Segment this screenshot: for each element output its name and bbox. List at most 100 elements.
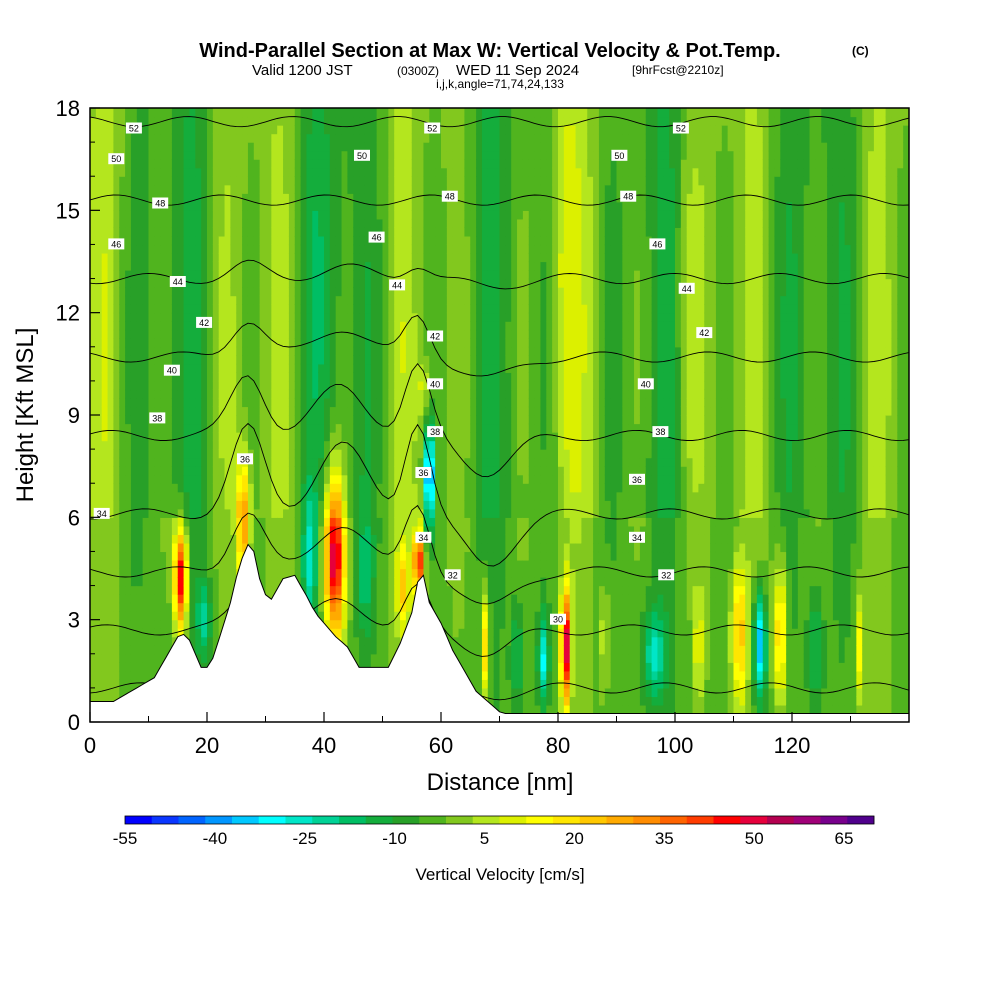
velocity-cell	[283, 483, 290, 493]
velocity-cell	[113, 585, 120, 595]
velocity-cell	[207, 287, 214, 297]
velocity-cell	[101, 312, 109, 322]
velocity-cell	[394, 619, 401, 629]
velocity-cell	[142, 483, 150, 493]
velocity-cell	[329, 287, 337, 297]
velocity-cell	[359, 440, 366, 450]
velocity-cell	[201, 397, 208, 408]
velocity-cell	[335, 304, 343, 314]
velocity-cell	[288, 397, 296, 408]
velocity-cell	[259, 355, 267, 365]
velocity-cell	[306, 329, 313, 339]
velocity-cell	[95, 372, 103, 382]
velocity-cell	[458, 355, 465, 365]
velocity-cell	[318, 270, 325, 280]
velocity-cell	[394, 210, 401, 220]
velocity-cell	[458, 525, 465, 535]
velocity-cell	[470, 355, 477, 365]
velocity-cell	[148, 372, 155, 382]
velocity-cell	[370, 159, 378, 169]
velocity-cell	[341, 483, 348, 493]
velocity-cell	[171, 108, 179, 118]
velocity-cell	[207, 525, 214, 535]
velocity-cell	[329, 244, 337, 254]
velocity-cell	[476, 542, 483, 553]
velocity-cell	[382, 261, 389, 271]
velocity-cell	[271, 184, 278, 194]
velocity-cell	[113, 261, 120, 271]
velocity-cell	[107, 551, 114, 561]
velocity-cell	[329, 252, 337, 263]
velocity-cell	[253, 491, 261, 501]
velocity-cell	[201, 227, 208, 237]
velocity-cell	[329, 440, 337, 450]
velocity-cell	[464, 270, 471, 280]
velocity-cell	[218, 346, 226, 356]
velocity-cell	[189, 432, 196, 442]
velocity-cell	[388, 423, 395, 433]
velocity-cell	[306, 142, 313, 152]
velocity-cell	[171, 142, 179, 152]
velocity-cell	[370, 108, 378, 118]
velocity-cell	[318, 252, 325, 263]
velocity-cell	[265, 321, 272, 331]
velocity-cell	[136, 372, 144, 382]
velocity-cell	[253, 355, 261, 365]
velocity-cell	[271, 167, 278, 177]
velocity-cell	[376, 440, 384, 450]
velocity-cell	[107, 568, 114, 578]
velocity-cell	[189, 389, 196, 399]
velocity-cell	[183, 449, 191, 459]
velocity-cell	[177, 585, 185, 595]
velocity-cell	[423, 372, 430, 382]
velocity-cell	[183, 440, 191, 450]
velocity-cell	[481, 227, 489, 237]
velocity-cell	[265, 525, 272, 535]
velocity-cell	[90, 125, 97, 135]
velocity-cell	[487, 159, 495, 169]
velocity-cell	[364, 270, 372, 280]
velocity-cell	[429, 534, 436, 544]
velocity-cell	[288, 363, 296, 373]
velocity-cell	[218, 227, 226, 237]
velocity-cell	[376, 534, 384, 544]
velocity-cell	[341, 602, 348, 612]
velocity-cell	[130, 508, 138, 518]
velocity-cell	[458, 457, 465, 467]
velocity-cell	[446, 278, 454, 288]
velocity-cell	[476, 679, 483, 689]
velocity-cell	[101, 440, 109, 450]
velocity-cell	[446, 338, 454, 348]
velocity-cell	[470, 542, 477, 553]
velocity-cell	[341, 397, 348, 408]
velocity-cell	[487, 287, 495, 297]
velocity-cell	[166, 525, 173, 535]
velocity-cell	[212, 517, 220, 527]
velocity-cell	[189, 372, 196, 382]
velocity-cell	[171, 602, 179, 612]
velocity-cell	[119, 210, 126, 220]
velocity-cell	[136, 278, 144, 288]
velocity-cell	[300, 423, 308, 433]
velocity-cell	[481, 133, 489, 143]
velocity-cell	[136, 142, 144, 152]
velocity-cell	[476, 184, 483, 194]
velocity-cell	[236, 244, 243, 254]
velocity-cell	[400, 304, 407, 314]
velocity-cell	[95, 389, 103, 399]
velocity-cell	[283, 184, 290, 194]
velocity-cell	[341, 551, 348, 561]
velocity-cell	[160, 108, 167, 118]
velocity-cell	[283, 474, 290, 484]
velocity-cell	[259, 397, 267, 408]
velocity-cell	[400, 406, 407, 416]
velocity-cell	[95, 611, 103, 621]
velocity-cell	[101, 619, 109, 629]
velocity-cell	[230, 210, 237, 220]
velocity-cell	[470, 295, 477, 305]
velocity-cell	[218, 611, 226, 621]
velocity-cell	[429, 415, 436, 425]
velocity-cell	[312, 176, 319, 186]
velocity-cell	[201, 423, 208, 433]
velocity-cell	[160, 585, 167, 595]
